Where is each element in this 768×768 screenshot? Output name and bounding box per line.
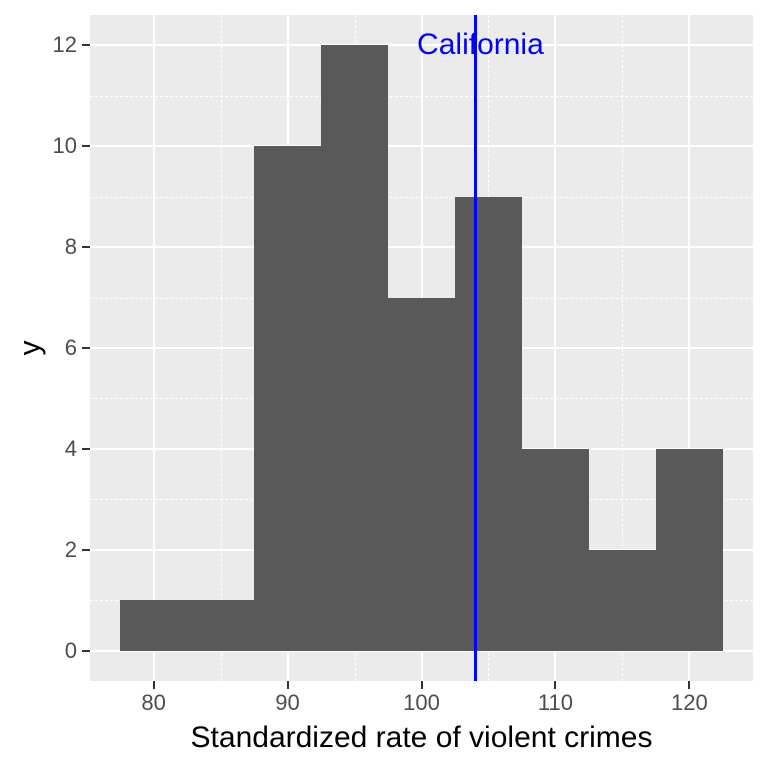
x-axis-title: Standardized rate of violent crimes — [190, 721, 653, 754]
y-axis-tick-label: 8 — [64, 233, 77, 259]
x-axis-tick-mark — [152, 681, 155, 689]
y-axis-tick-label: 6 — [64, 334, 77, 360]
histogram-bar — [187, 600, 255, 651]
y-axis-title: y — [13, 340, 47, 356]
x-axis-tick-label: 90 — [275, 690, 300, 715]
gridline-major-vertical — [688, 15, 691, 681]
x-axis-tick-label: 110 — [537, 690, 573, 715]
histogram-bar — [254, 146, 322, 651]
gridline-major-vertical — [554, 15, 557, 681]
y-axis-tick-mark — [82, 246, 90, 249]
y-axis-tick-mark — [82, 447, 90, 450]
y-axis-tick-mark — [82, 347, 90, 349]
x-axis-tick-mark — [688, 681, 691, 689]
y-axis-tick-label: 10 — [52, 133, 77, 159]
histogram-bar — [321, 45, 388, 651]
histogram-bar — [588, 549, 656, 651]
y-axis-tick-label: 12 — [52, 32, 77, 58]
y-axis-tick-mark — [82, 548, 90, 551]
y-axis-tick-label: 0 — [64, 637, 77, 663]
x-axis-tick-label: 80 — [141, 690, 166, 715]
california-annotation-label: California — [417, 28, 544, 62]
x-axis-tick-label: 100 — [403, 690, 440, 715]
histogram-bar — [521, 448, 589, 651]
y-axis-tick-label: 4 — [64, 435, 77, 461]
y-axis-tick-mark — [82, 145, 90, 148]
histogram-bars-layer — [90, 15, 753, 681]
x-axis-tick-mark — [420, 681, 423, 689]
y-axis-tick-mark — [82, 649, 90, 652]
x-axis-tick-mark — [286, 681, 289, 689]
california-reference-line — [473, 15, 477, 681]
histogram-bar — [388, 297, 455, 651]
y-axis-tick-label: 2 — [64, 536, 77, 562]
histogram-bar — [655, 448, 723, 651]
plot-panel: California — [90, 15, 753, 681]
gridline-major-vertical — [152, 15, 155, 681]
histogram-bar — [120, 600, 188, 651]
x-axis-tick-label: 120 — [671, 690, 708, 715]
x-axis-tick-mark — [554, 681, 557, 689]
histogram-bar — [454, 196, 522, 651]
y-axis-tick-mark — [82, 44, 90, 47]
